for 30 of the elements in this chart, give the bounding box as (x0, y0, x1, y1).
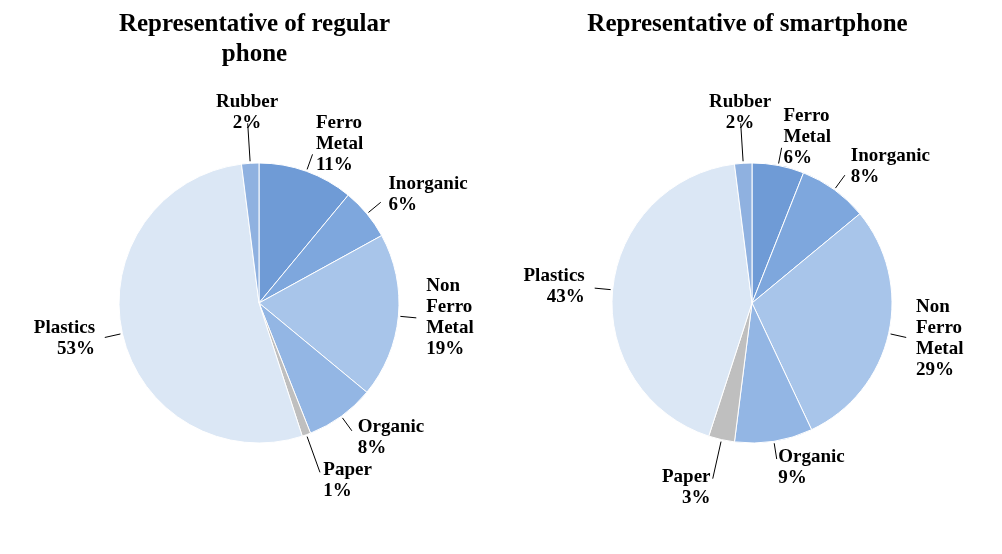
slice-label: Organic (357, 415, 425, 437)
slice-label: Rubber (215, 90, 279, 112)
data-label: 8% (850, 164, 880, 186)
chart-title: Representative of smartphone (586, 8, 909, 38)
slice-label: Plastics (33, 316, 96, 338)
slice-label: Non Ferro Metal (426, 274, 474, 338)
slice-label: Inorganic (850, 143, 930, 165)
data-label: 6% (783, 146, 812, 168)
slice-label: Ferro Metal (783, 104, 831, 147)
data-label: 8% (357, 436, 387, 458)
data-label: 9% (778, 466, 807, 488)
data-label: 43% (546, 285, 585, 307)
data-label: 1% (323, 479, 352, 501)
slice-label: Paper (662, 465, 712, 487)
chart-title: Representative of regular phone (117, 8, 392, 68)
slice-label: Ferro Metal (315, 111, 364, 154)
data-label: 11% (315, 153, 353, 175)
data-label: 29% (915, 358, 954, 380)
data-label: 6% (388, 193, 417, 215)
data-label: 2% (232, 111, 262, 133)
slice-label: Non Ferro Metal (915, 295, 964, 359)
data-label: 2% (725, 111, 755, 133)
slice-label: Organic (778, 445, 845, 467)
slice-label: Inorganic (388, 172, 468, 194)
data-label: 3% (682, 486, 711, 508)
data-label: 53% (57, 337, 96, 359)
slice-label: Paper (323, 458, 373, 480)
slice-label: Plastics (523, 264, 585, 286)
data-label: 19% (426, 337, 465, 359)
slice-label: Rubber (708, 90, 772, 112)
